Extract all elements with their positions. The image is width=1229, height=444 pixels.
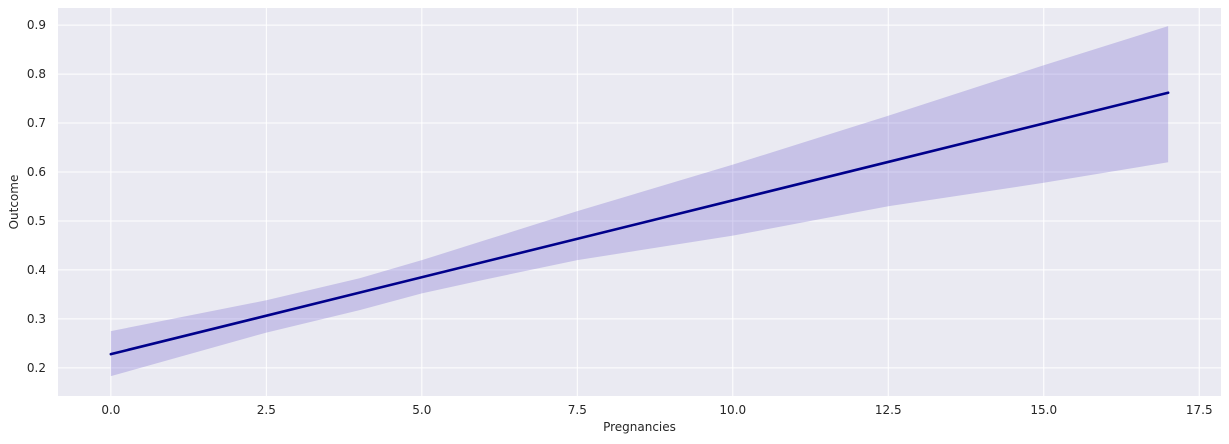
x-tick-label: 0.0 xyxy=(101,403,120,417)
x-tick-label: 5.0 xyxy=(412,403,431,417)
x-tick-label: 7.5 xyxy=(568,403,587,417)
y-tick-label: 0.5 xyxy=(27,214,46,228)
y-axis-label: Outcome xyxy=(7,175,21,230)
y-tick-label: 0.2 xyxy=(27,361,46,375)
y-tick-label: 0.9 xyxy=(27,18,46,32)
y-tick-label: 0.6 xyxy=(27,165,46,179)
y-tick-label: 0.7 xyxy=(27,116,46,130)
x-axis-label: Pregnancies xyxy=(603,420,676,434)
x-tick-label: 10.0 xyxy=(719,403,746,417)
regression-line xyxy=(109,91,1170,356)
y-tick-label: 0.8 xyxy=(27,67,46,81)
x-tick-label: 15.0 xyxy=(1030,403,1057,417)
y-tick-label: 0.4 xyxy=(27,263,46,277)
y-axis-ticks: 0.2 0.3 0.4 0.5 0.6 0.7 0.8 0.9 xyxy=(27,18,46,375)
y-tick-label: 0.3 xyxy=(27,312,46,326)
x-tick-label: 12.5 xyxy=(875,403,902,417)
x-axis-ticks: 0.0 2.5 5.0 7.5 10.0 12.5 15.0 17.5 xyxy=(101,403,1212,417)
grid-lines xyxy=(58,8,1221,396)
plot-area xyxy=(58,8,1221,396)
x-tick-label: 2.5 xyxy=(257,403,276,417)
x-tick-label: 17.5 xyxy=(1186,403,1213,417)
regression-lines xyxy=(109,91,1170,356)
